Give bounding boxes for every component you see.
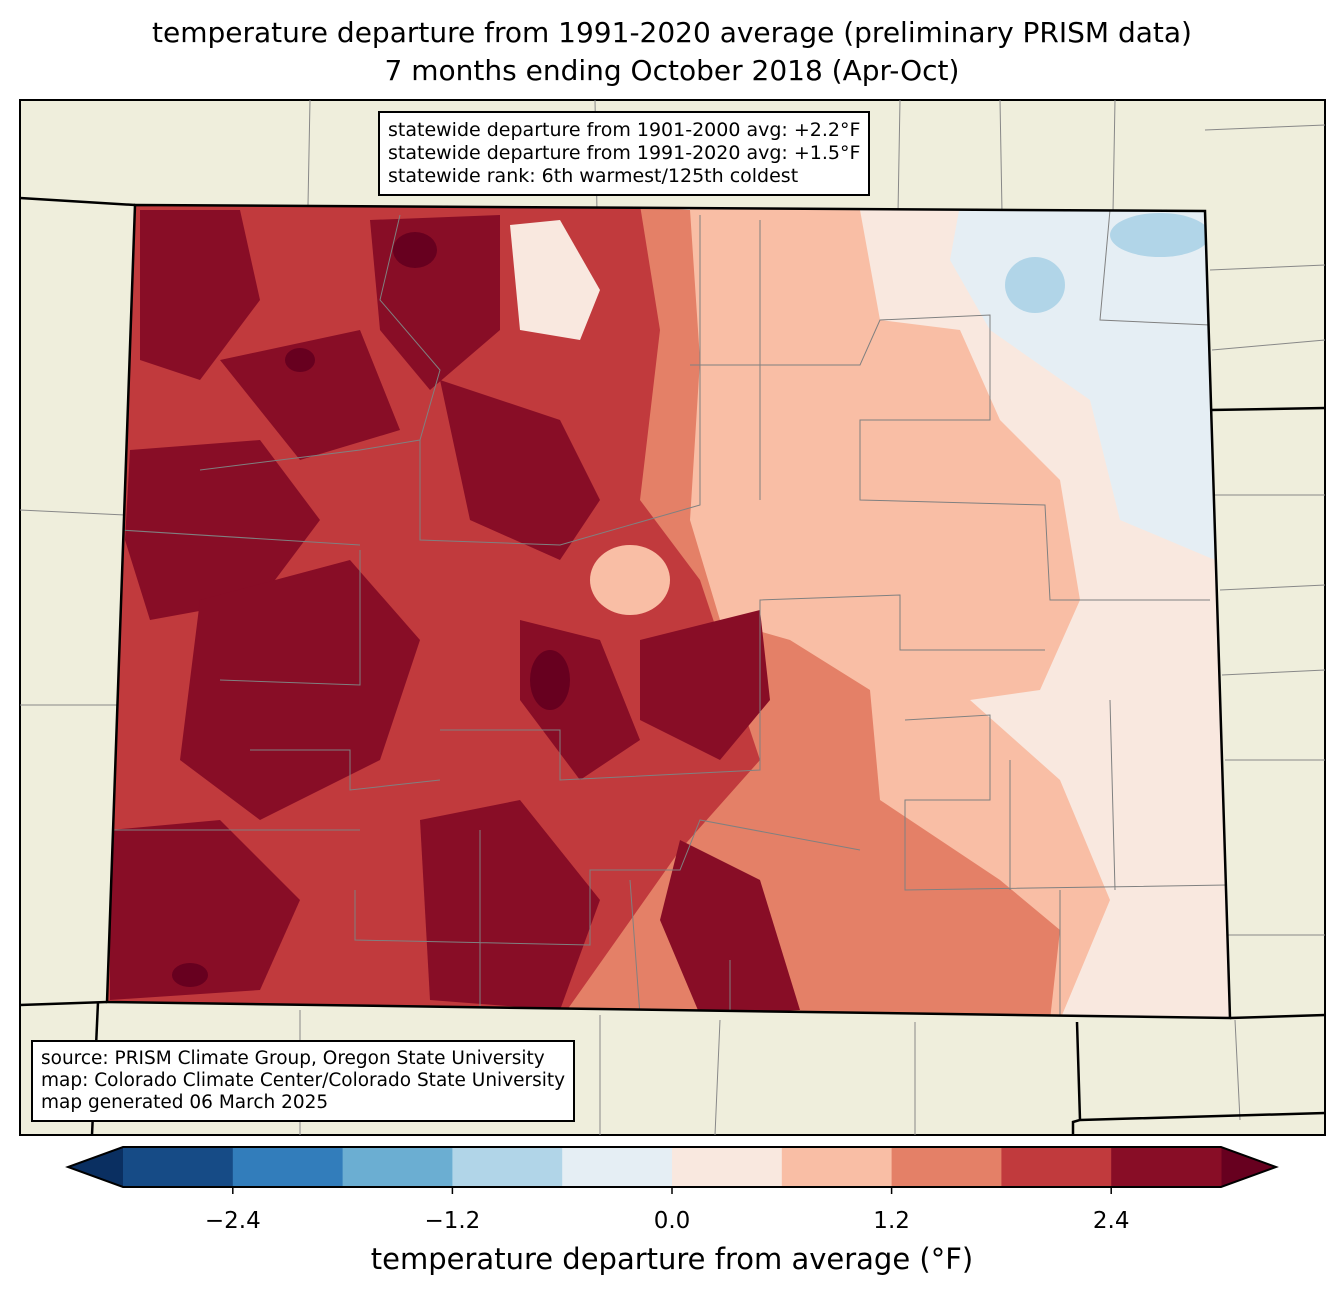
credit-map: map: Colorado Climate Center/Colorado St… (41, 1070, 566, 1091)
credit-generated: map generated 06 March 2025 (41, 1092, 329, 1113)
colorbar-bin (1111, 1147, 1222, 1187)
colorbar-bin (342, 1147, 453, 1187)
colorbar-tick-label: 1.2 (873, 1208, 910, 1234)
colorbar-over-extension (1221, 1147, 1276, 1187)
colorbar-bin (1001, 1147, 1112, 1187)
colorbar-bin (562, 1147, 673, 1187)
colorbar-bin (891, 1147, 1002, 1187)
colorbar-bin (781, 1147, 893, 1187)
colorbar-tick-label: −2.4 (204, 1208, 261, 1234)
colorbar-bin (672, 1147, 783, 1187)
stat-1991-2020: statewide departure from 1991-2020 avg: … (388, 142, 861, 164)
county-lines (110, 209, 1230, 1018)
credit-source: source: PRISM Climate Group, Oregon Stat… (41, 1048, 545, 1069)
colorbar-under-extension (68, 1147, 123, 1187)
credits-box: source: PRISM Climate Group, Oregon Stat… (31, 1040, 576, 1122)
title-line-1: temperature departure from 1991-2020 ave… (152, 16, 1192, 49)
colorbar-tick-label: 2.4 (1092, 1208, 1130, 1234)
extreme-anomaly-areas (172, 232, 570, 987)
stat-rank: statewide rank: 6th warmest/125th coldes… (388, 165, 799, 187)
colorbar-tick-label: −1.2 (424, 1208, 481, 1234)
colorbar-bin (232, 1147, 344, 1187)
statewide-stats-box: statewide departure from 1901-2000 avg: … (378, 111, 871, 196)
title-line-2: 7 months ending October 2018 (Apr-Oct) (384, 54, 960, 87)
colorbar-bin (452, 1147, 563, 1187)
colorbar-outline (65, 1146, 1279, 1188)
colorbar (65, 1146, 1279, 1194)
colorbar-label: temperature departure from average (°F) (370, 1242, 974, 1276)
stat-1901-2000: statewide departure from 1901-2000 avg: … (388, 119, 861, 141)
warmest-anomaly-areas (110, 210, 800, 1015)
colorbar-tick-label: 0.0 (653, 1208, 691, 1234)
temperature-field (107, 205, 1230, 1018)
colorbar-bin (123, 1147, 234, 1187)
colorado-border (105, 203, 1232, 1020)
